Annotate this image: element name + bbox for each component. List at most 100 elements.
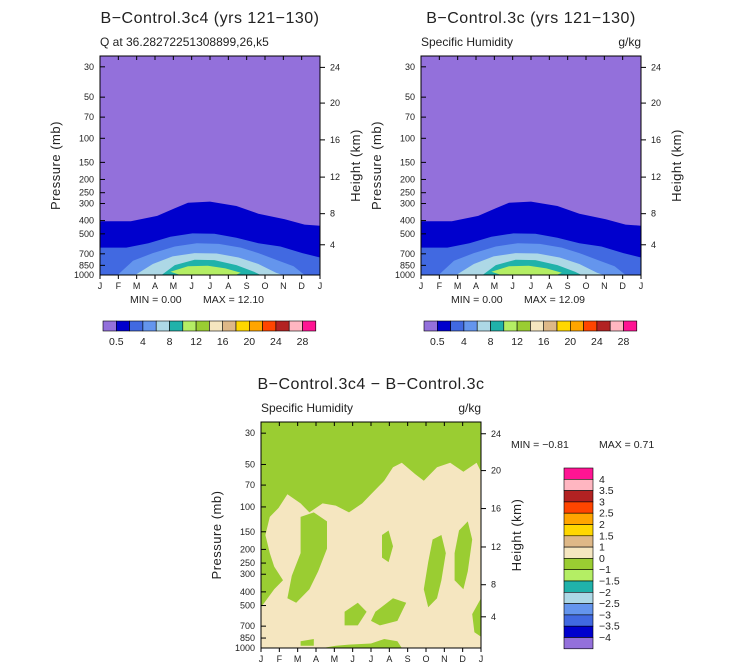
colorbar-label: 16	[217, 336, 229, 348]
month-tick-label: J	[419, 281, 424, 291]
colorbar-box	[275, 320, 290, 332]
month-tick-label: D	[298, 281, 305, 291]
colorbar-box	[563, 490, 594, 503]
month-tick-label: D	[619, 281, 626, 291]
month-tick-label: O	[422, 654, 429, 664]
colorbar-label: −3.5	[599, 621, 620, 633]
colorbar-box	[142, 320, 157, 332]
month-tick-label: A	[473, 281, 479, 291]
month-tick-label: M	[454, 281, 462, 291]
colorbar-box	[463, 320, 478, 332]
colorbar-box	[563, 558, 594, 571]
colorbar-label: 12	[190, 336, 202, 348]
month-tick-label: J	[259, 654, 264, 664]
month-tick-label: N	[601, 281, 608, 291]
max-label: MAX = 12.10	[203, 294, 264, 306]
y-axis-label: Pressure (mb)	[369, 121, 384, 210]
height-tick-label: 24	[651, 62, 661, 72]
month-tick-label: J	[98, 281, 103, 291]
colorbar-label: −2	[599, 587, 611, 599]
pressure-tick-label: 300	[240, 569, 255, 579]
colorbar-diff: 43.532.521.510−1−1.5−2−2.5−3−3.5−4	[563, 467, 620, 650]
colorbar-box	[563, 580, 594, 593]
colorbar-box	[563, 501, 594, 514]
pressure-tick-label: 850	[79, 260, 94, 270]
colorbar-box	[490, 320, 505, 332]
colorbar-box	[155, 320, 170, 332]
colorbar-label: 20	[564, 336, 576, 348]
colorbar-box	[503, 320, 518, 332]
height-tick-label: 20	[330, 98, 340, 108]
colorbar-label: 3.5	[599, 485, 614, 497]
colorbar-box	[209, 320, 223, 332]
month-tick-label: J	[369, 654, 374, 664]
colorbar-box	[623, 320, 638, 332]
pressure-tick-label: 850	[400, 260, 415, 270]
height-tick-label: 16	[651, 135, 661, 145]
colorbar-label: 28	[297, 336, 309, 348]
panel-3: B−Control.3c4 − B−Control.3c Specific Hum…	[209, 376, 654, 664]
colorbar-box	[262, 320, 277, 332]
height-tick-label: 12	[330, 172, 340, 182]
pressure-tick-label: 100	[240, 502, 255, 512]
panel-units: g/kg	[458, 401, 481, 415]
colorbar-box	[235, 320, 250, 332]
colorbar-1: 0.5 4 8 12 16 20 24 28	[102, 320, 317, 348]
pressure-tick-label: 30	[84, 62, 94, 72]
diff-island-6	[344, 602, 367, 626]
colorbar-box	[302, 320, 317, 332]
panel-title: B−Control.3c4 − B−Control.3c	[257, 376, 484, 393]
contour-fill-16	[491, 265, 562, 275]
colorbar-box	[116, 320, 130, 332]
month-tick-label: M	[331, 654, 339, 664]
pressure-tick-label: 70	[84, 112, 94, 122]
contour-fill-16	[170, 265, 241, 275]
colorbar-box	[423, 320, 438, 332]
colorbar-box	[476, 320, 491, 332]
panel-subtitle: Specific Humidity	[261, 401, 353, 415]
diff-island-5	[454, 521, 473, 590]
max-label: MAX = 12.09	[524, 294, 585, 306]
pressure-tick-label: 250	[240, 558, 255, 568]
diff-island-7	[300, 639, 314, 646]
colorbar-box	[563, 614, 594, 627]
colorbar-box	[563, 478, 594, 491]
y-axis-label: Pressure (mb)	[209, 491, 224, 580]
pressure-tick-label: 150	[79, 157, 94, 167]
month-tick-label: A	[152, 281, 158, 291]
panel-subtitle: Specific Humidity	[421, 35, 513, 49]
month-tick-label: J	[189, 281, 194, 291]
colorbar-label: 2	[599, 519, 605, 531]
colorbar-label: 1	[599, 542, 605, 554]
y2-axis-label: Height (km)	[348, 129, 363, 202]
colorbar-label: −1	[599, 564, 611, 576]
colorbar-label: 4	[461, 336, 467, 348]
colorbar-label: −3	[599, 609, 611, 621]
month-tick-label: J	[208, 281, 213, 291]
pressure-tick-label: 500	[240, 601, 255, 611]
height-tick-label: 4	[491, 612, 496, 622]
pressure-tick-label: 200	[400, 174, 415, 184]
panel-2: B−Control.3c (yrs 121−130) Specific Humid…	[369, 10, 684, 306]
colorbar-box	[596, 320, 611, 332]
pressure-tick-label: 50	[84, 92, 94, 102]
pressure-tick-label: 1000	[74, 270, 94, 280]
y2-axis-label: Height (km)	[669, 129, 684, 202]
panel-title: B−Control.3c (yrs 121−130)	[426, 10, 636, 27]
colorbar-label: 0.5	[109, 336, 124, 348]
pressure-tick-label: 700	[79, 249, 94, 259]
month-tick-label: M	[133, 281, 141, 291]
pressure-tick-label: 1000	[395, 270, 415, 280]
pressure-tick-label: 300	[400, 199, 415, 209]
month-tick-label: J	[639, 281, 644, 291]
colorbar-label: 8	[167, 336, 173, 348]
height-tick-label: 16	[491, 504, 501, 514]
colorbar-label: 3	[599, 496, 605, 508]
pressure-tick-label: 400	[79, 216, 94, 226]
colorbar-box	[169, 320, 184, 332]
pressure-tick-label: 50	[245, 459, 255, 469]
pressure-tick-label: 250	[79, 188, 94, 198]
pressure-tick-label: 100	[79, 133, 94, 143]
colorbar-label: 24	[591, 336, 603, 348]
